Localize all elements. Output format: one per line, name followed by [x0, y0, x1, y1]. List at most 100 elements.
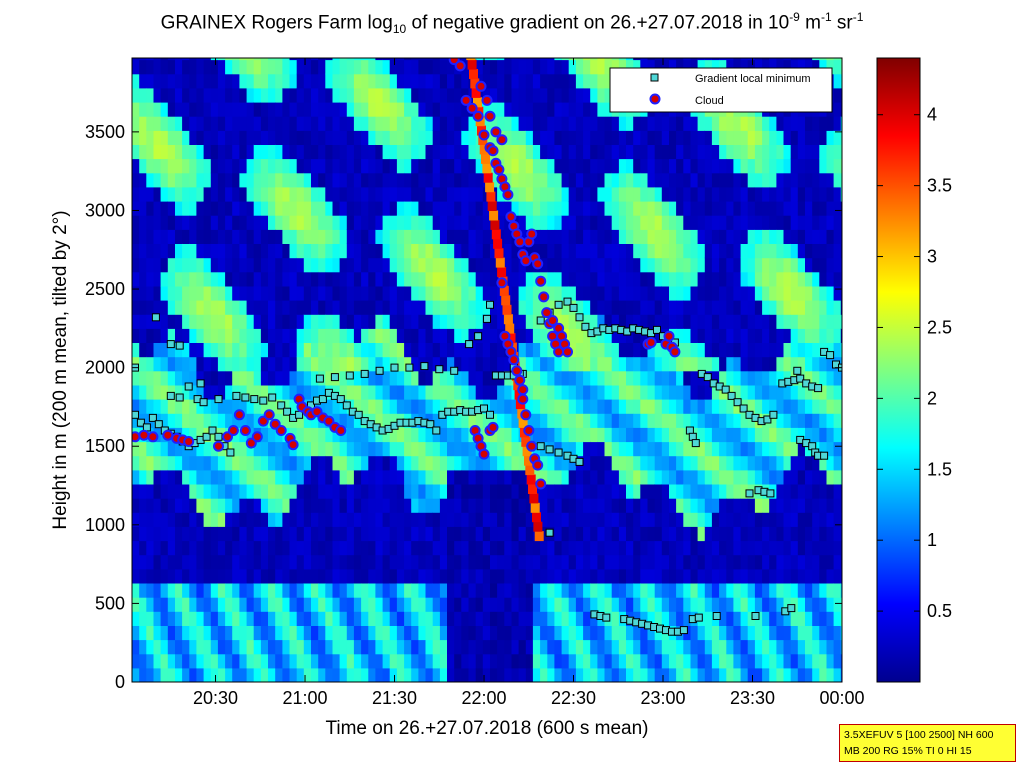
- legend-minimum-marker: [650, 73, 659, 82]
- heatmap-cell: [418, 314, 427, 329]
- heatmap-cell: [368, 455, 377, 471]
- heatmap-cell: [289, 498, 298, 513]
- heatmap-cell: [805, 639, 813, 655]
- heatmap-cell: [210, 498, 219, 513]
- heatmap-cell: [432, 59, 441, 75]
- heatmap-cell: [561, 73, 570, 89]
- heatmap-cell: [597, 370, 606, 386]
- heatmap-cell: [561, 229, 570, 244]
- heatmap-cell: [268, 611, 276, 626]
- heatmap-cell: [325, 639, 334, 655]
- heatmap-cell: [626, 667, 634, 682]
- heatmap-cell: [547, 540, 556, 556]
- heatmap-cell: [132, 271, 140, 287]
- heatmap-cell: [432, 356, 441, 372]
- heatmap-cell: [726, 285, 735, 301]
- heatmap-cell: [840, 583, 842, 598]
- heatmap-cell: [797, 399, 806, 414]
- heatmap-cell: [690, 116, 699, 131]
- heatmap-cell: [597, 597, 606, 612]
- heatmap-cell: [711, 413, 720, 428]
- heatmap-cell: [282, 73, 291, 89]
- heatmap-cell: [740, 498, 749, 513]
- heatmap-cell: [733, 653, 742, 669]
- heatmap-cell: [311, 356, 319, 372]
- heatmap-cell: [776, 554, 785, 570]
- heatmap-cell: [167, 653, 176, 669]
- heatmap-cell: [389, 427, 398, 443]
- heatmap-cell: [346, 484, 355, 499]
- heatmap-cell: [676, 370, 684, 386]
- heatmap-cell: [253, 59, 262, 75]
- heatmap-cell: [353, 356, 362, 372]
- heatmap-cell: [189, 568, 198, 584]
- heatmap-cell: [475, 172, 484, 188]
- heatmap-cell: [167, 328, 176, 343]
- heatmap-cell: [447, 116, 455, 131]
- heatmap-cell: [339, 455, 348, 471]
- heatmap-cell: [346, 611, 355, 626]
- heatmap-cell: [490, 116, 498, 131]
- heatmap-cell: [361, 625, 369, 641]
- heatmap-cell: [490, 526, 498, 542]
- heatmap-cell: [482, 554, 491, 570]
- heatmap-cell: [511, 59, 520, 75]
- heatmap-cell: [296, 271, 305, 287]
- heatmap-cell: [704, 653, 713, 669]
- gradient-minimum-point: [268, 393, 277, 402]
- heatmap-cell: [196, 370, 205, 386]
- heatmap-cell: [826, 243, 835, 259]
- heatmap-cell: [318, 271, 326, 287]
- heatmap-cell: [439, 257, 448, 273]
- heatmap-cell: [346, 342, 355, 358]
- heatmap-cell: [275, 639, 283, 655]
- heatmap-cell: [726, 243, 735, 259]
- gradient-minimum-point: [575, 457, 584, 466]
- heatmap-cell: [432, 399, 441, 414]
- heatmap-cell: [396, 58, 405, 61]
- heatmap-cell: [182, 328, 190, 343]
- heatmap-cell: [647, 526, 656, 542]
- heatmap-cell: [361, 540, 369, 556]
- heatmap-cell: [339, 611, 348, 626]
- heatmap-cell: [833, 257, 842, 273]
- heatmap-cell: [511, 130, 520, 145]
- heatmap-cell: [547, 625, 556, 641]
- heatmap-cell: [575, 59, 584, 75]
- heatmap-cell: [153, 300, 162, 315]
- heatmap-cell: [146, 653, 155, 669]
- heatmap-cell: [339, 328, 348, 343]
- heatmap-cell: [583, 172, 591, 188]
- heatmap-cell: [339, 300, 348, 315]
- heatmap-cell: [618, 540, 627, 556]
- heatmap-cell: [217, 653, 226, 669]
- heatmap-cell: [640, 512, 649, 527]
- heatmap-cell: [497, 116, 505, 131]
- heatmap-cell: [540, 87, 548, 103]
- heatmap-cell: [318, 300, 326, 315]
- heatmap-cell: [504, 130, 513, 145]
- heatmap-cell: [353, 144, 362, 160]
- heatmap-cell: [332, 144, 341, 160]
- heatmap-cell: [633, 342, 641, 358]
- heatmap-cell: [167, 441, 176, 457]
- heatmap-cell: [311, 568, 319, 584]
- heatmap-cell: [647, 201, 656, 216]
- heatmap-cell: [296, 257, 305, 273]
- heatmap-cell: [282, 441, 291, 457]
- heatmap-cell: [647, 583, 656, 598]
- heatmap-cell: [604, 243, 613, 259]
- heatmap-cell: [597, 144, 606, 160]
- cloud-point: [526, 440, 538, 452]
- heatmap-cell: [332, 73, 341, 89]
- heatmap-cell: [432, 455, 441, 471]
- heatmap-cell: [826, 314, 835, 329]
- heatmap-cell: [396, 597, 405, 612]
- heatmap-cell: [726, 413, 735, 428]
- heatmap-cell: [375, 370, 384, 386]
- heatmap-cell: [296, 526, 305, 542]
- heatmap-cell: [554, 512, 563, 527]
- heatmap-cell: [654, 328, 663, 343]
- heatmap-cell: [425, 484, 434, 499]
- heatmap-cell: [282, 116, 291, 131]
